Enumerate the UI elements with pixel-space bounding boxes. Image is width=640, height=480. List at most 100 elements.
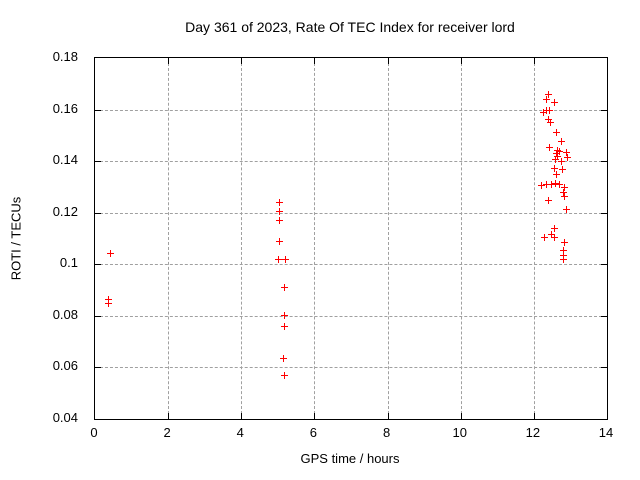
data-point-marker [540,108,547,116]
data-point-marker [545,116,553,124]
data-point-marker [563,148,571,156]
data-point-marker [546,107,554,115]
x-tick [168,58,170,64]
y-tick-label: 0.1 [59,255,78,271]
x-tick [387,58,389,64]
y-tick-label: 0.12 [52,203,78,219]
data-point-marker [563,154,571,162]
y-tick-label: 0.18 [52,49,78,64]
x-gridline [387,58,389,419]
data-point-marker [560,252,568,260]
x-axis-label: GPS time / hours [300,451,400,466]
data-point-marker [544,91,552,99]
data-point-marker [280,284,288,292]
x-tick [460,58,462,64]
y-tick [601,109,607,111]
data-point-marker [542,180,550,188]
y-gridline [95,264,607,266]
x-gridline [241,58,243,419]
data-point-marker [544,196,552,204]
x-tick [387,413,389,419]
x-tick-label: 2 [163,425,171,440]
x-gridline [460,58,462,419]
y-tick [95,264,101,266]
data-point-marker [553,152,561,160]
data-point-marker [546,119,554,127]
x-tick [241,413,243,419]
data-point-marker [552,156,560,164]
data-point-marker [548,180,556,188]
data-point-marker [559,166,567,174]
data-point-marker [275,199,283,207]
data-point-marker [557,157,565,165]
x-tick-label: 4 [236,425,244,440]
data-point-marker [552,150,560,158]
x-tick [314,413,316,419]
data-point-marker [281,256,289,264]
data-point-marker [105,299,113,307]
data-point-marker [560,256,568,264]
x-tick [241,58,243,64]
data-point-marker [280,311,288,319]
data-point-marker [275,238,283,246]
data-point-marker [541,233,549,241]
x-tick [314,58,316,64]
y-tick [601,161,607,163]
data-point-marker [561,239,569,247]
y-tick-label: 0.14 [52,152,78,168]
y-gridline [95,367,607,369]
data-point-marker [547,231,555,239]
y-tick [601,212,607,214]
data-point-marker [106,249,114,257]
y-tick-label: 0.06 [52,358,78,374]
y-gridline [95,161,607,163]
x-tick-label: 10 [452,425,467,440]
chart-title: Day 361 of 2023, Rate Of TEC Index for r… [185,19,515,35]
y-gridline [95,212,607,214]
y-tick [95,109,101,111]
x-tick [533,413,535,419]
y-tick-label: 0.04 [52,410,78,425]
data-point-marker [550,225,558,233]
x-tick [168,413,170,419]
x-gridline [168,58,170,419]
y-tick-label: 0.08 [52,306,78,322]
data-point-marker [279,355,287,363]
x-tick [460,413,462,419]
x-tick-label: 14 [598,425,614,440]
y-tick [95,212,101,214]
data-point-marker [552,170,560,178]
x-gridline [314,58,316,419]
data-point-marker [537,181,545,189]
data-point-marker [560,192,568,200]
data-point-marker [552,129,560,136]
y-tick-label: 0.16 [52,100,78,116]
y-tick [95,367,101,369]
y-gridline [95,315,607,317]
y-tick [601,264,607,266]
x-tick-label: 0 [90,425,98,440]
data-point-marker [560,189,568,197]
data-point-marker [550,98,558,106]
y-tick [95,315,101,317]
data-point-marker [555,181,563,189]
y-tick [95,161,101,163]
data-point-marker [553,146,561,154]
data-point-marker [562,206,570,214]
data-point-marker [546,143,554,151]
data-point-marker [105,296,113,304]
data-point-marker [557,138,565,146]
plot-area [94,57,608,420]
data-point-marker [276,217,284,225]
x-tick-label: 12 [525,425,541,440]
x-gridline [533,58,535,419]
data-point-marker [555,148,563,156]
x-tick-label: 8 [382,425,391,440]
y-tick [601,367,607,369]
data-point-marker [552,180,560,188]
data-point-marker [551,234,559,242]
data-point-marker [560,247,568,255]
data-point-marker [560,184,568,192]
data-point-marker [280,372,288,380]
